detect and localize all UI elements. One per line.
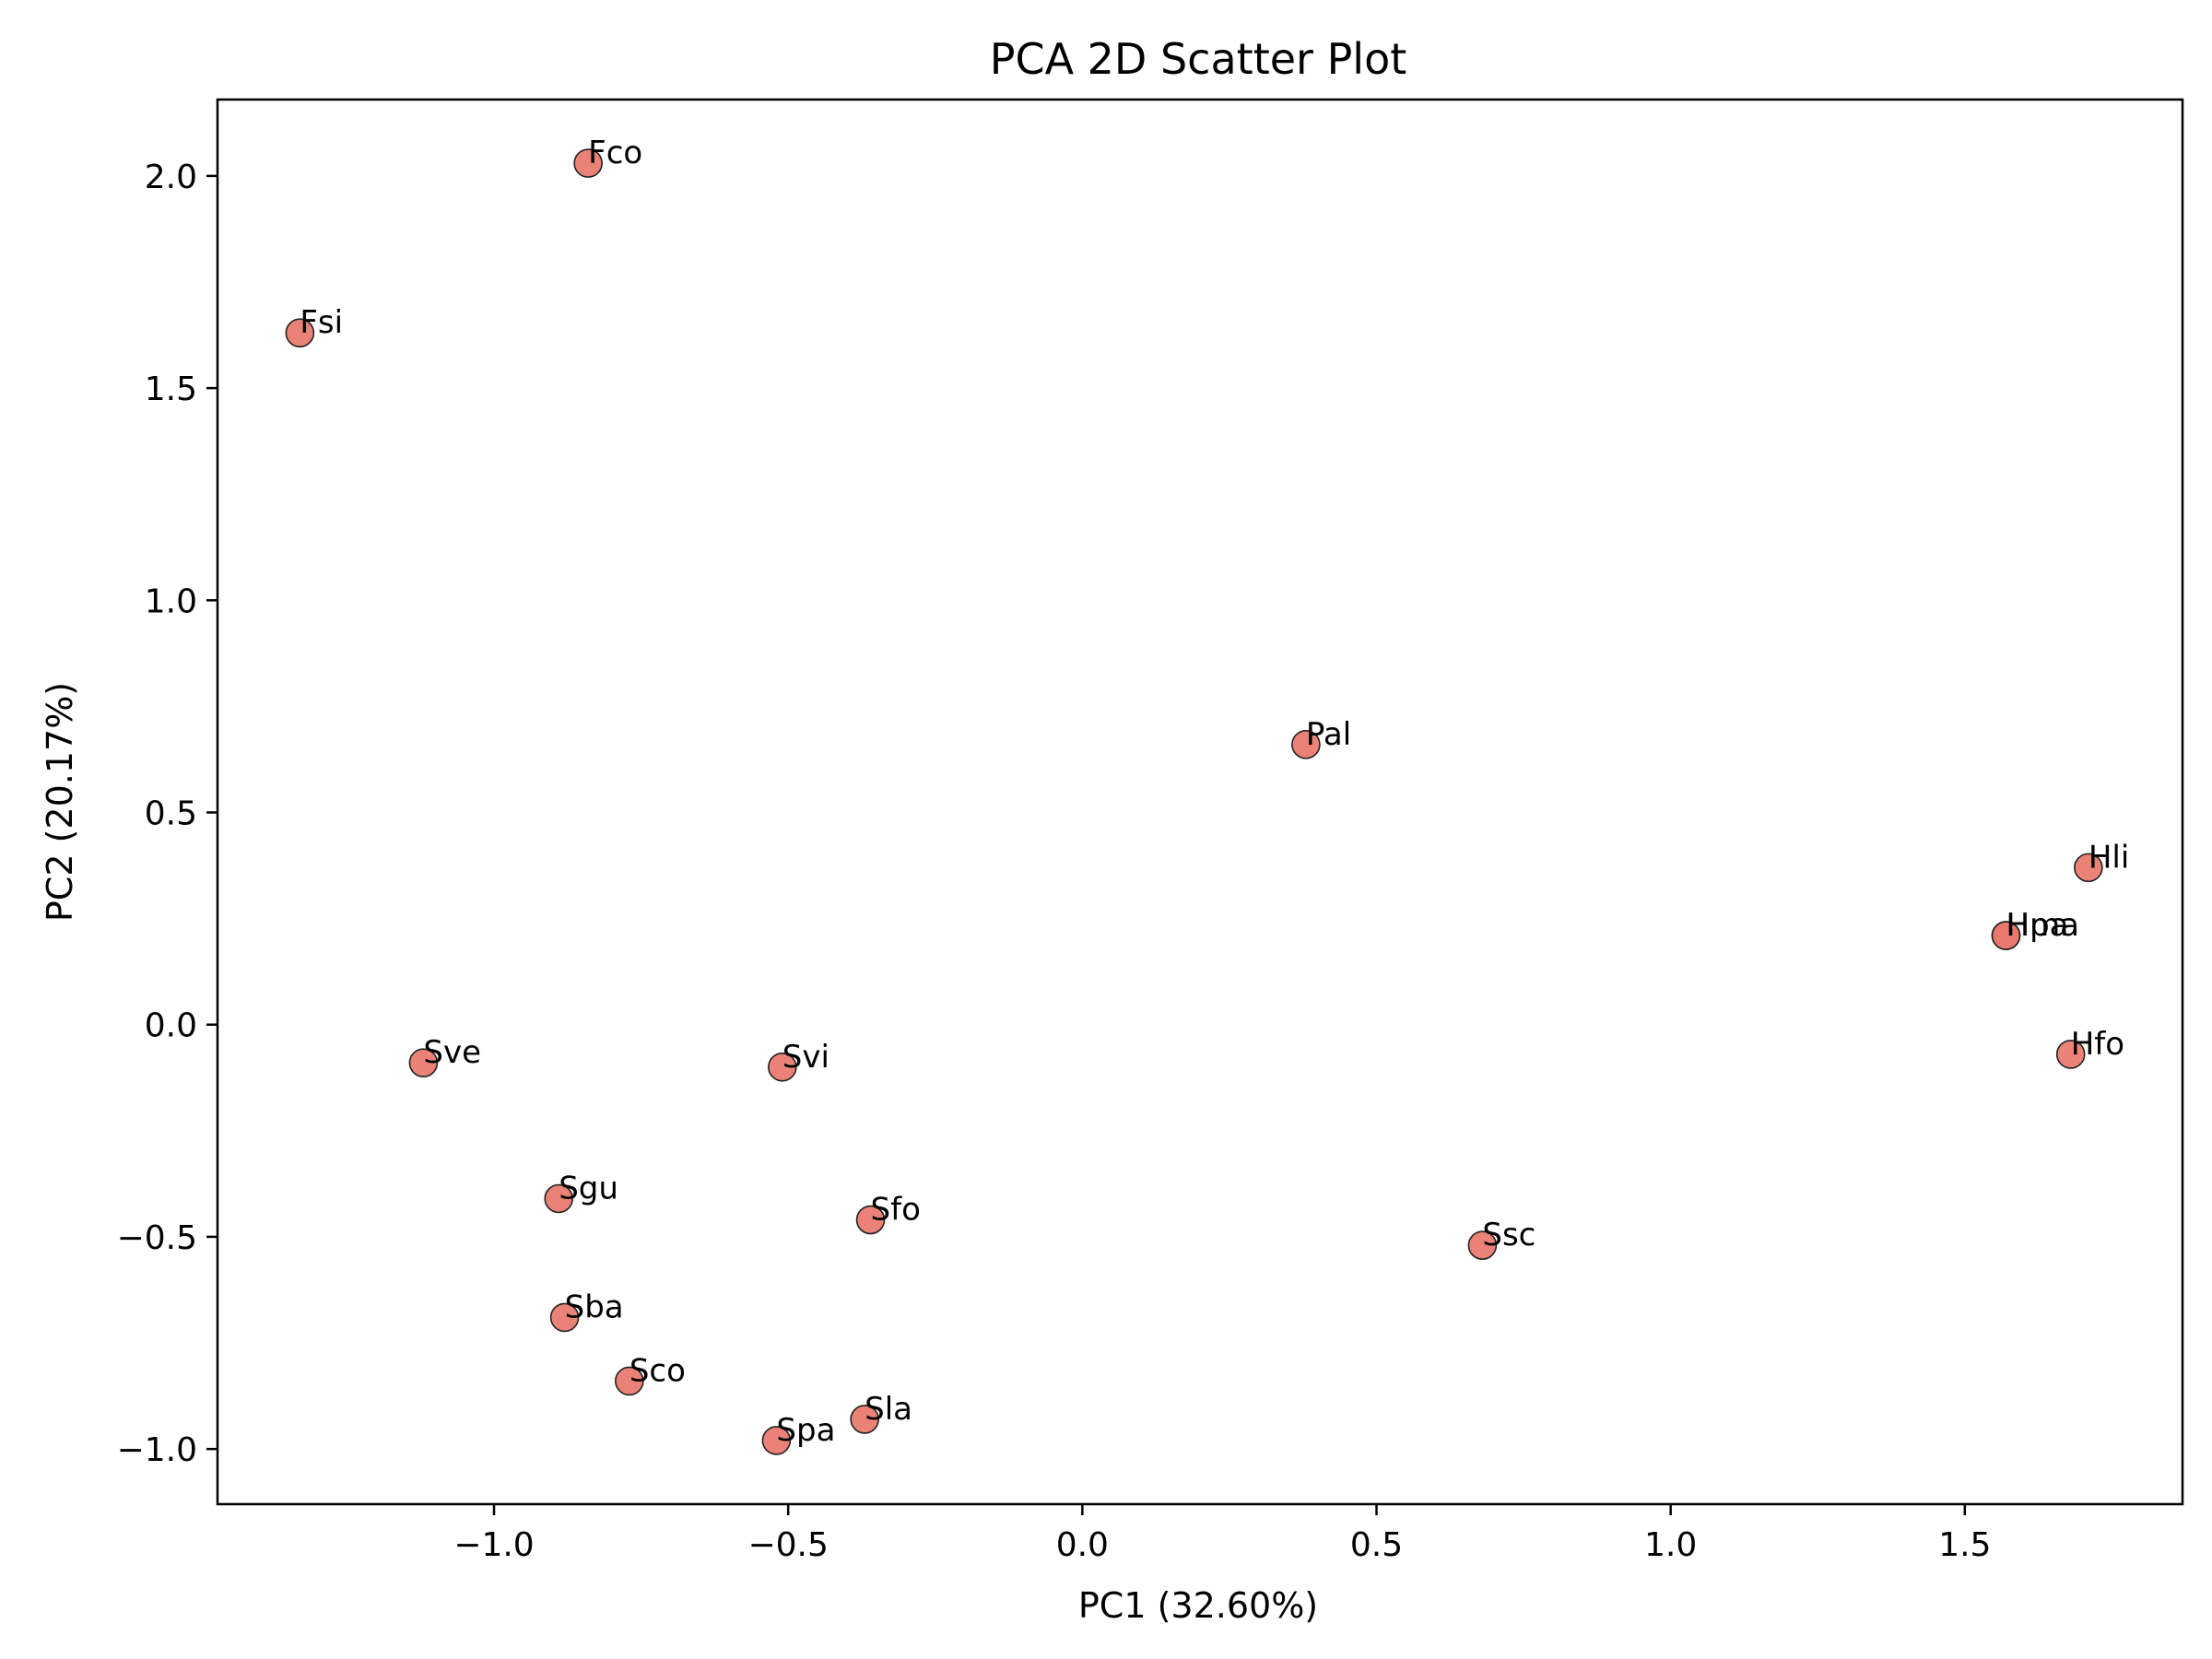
x-tick-label: −0.5 — [747, 1526, 828, 1564]
data-point-sba — [549, 1302, 580, 1333]
data-point-ssc — [1467, 1230, 1498, 1260]
x-tick-label: −1.0 — [453, 1526, 534, 1564]
data-point-fco — [573, 148, 603, 178]
y-tick-label: −1.0 — [117, 1431, 197, 1469]
data-point-hfo — [2055, 1040, 2086, 1069]
point-label-spa: Spa — [776, 1412, 835, 1449]
y-tick-label: −0.5 — [117, 1219, 197, 1257]
chart-title: PCA 2D Scatter Plot — [990, 34, 1407, 84]
data-point-sla — [850, 1405, 879, 1434]
y-tick-label: 0.0 — [145, 1007, 197, 1045]
scatter-points — [285, 148, 2103, 1455]
data-point-fsi — [285, 318, 315, 348]
data-point-hli — [2074, 853, 2103, 883]
x-axis-label: PC1 (32.60%) — [1078, 1585, 1318, 1626]
y-tick-label: 2.0 — [145, 159, 197, 196]
data-point-hpa — [1991, 921, 2021, 950]
point-label-hma: Hma — [2006, 907, 2080, 944]
data-point-sgu — [544, 1183, 574, 1214]
point-label-fco: Fco — [588, 135, 642, 171]
point-label-sba: Sba — [565, 1288, 624, 1325]
point-label-pal: Pal — [1306, 716, 1351, 753]
y-axis-label: PC2 (20.17%) — [40, 682, 80, 922]
data-point-sco — [615, 1366, 644, 1396]
plot-area-frame — [216, 98, 2184, 1506]
y-tick-label: 0.5 — [145, 795, 197, 833]
data-point-pal — [1291, 730, 1321, 759]
point-label-hpa: Hpa — [2006, 907, 2069, 944]
point-label-hfo: Hfo — [2071, 1026, 2124, 1063]
point-label-sfo: Sfo — [871, 1192, 921, 1229]
point-label-ssc: Ssc — [1482, 1217, 1535, 1253]
point-label-sve: Sve — [423, 1034, 481, 1071]
data-point-sve — [408, 1048, 439, 1077]
data-point-spa — [761, 1426, 792, 1455]
point-label-sco: Sco — [629, 1352, 686, 1389]
x-tick-label: 1.5 — [1938, 1526, 1991, 1564]
x-tick-label: 0.5 — [1350, 1526, 1403, 1564]
x-tick-label: 0.0 — [1056, 1526, 1109, 1564]
point-label-sla: Sla — [865, 1391, 912, 1428]
y-tick-label: 1.5 — [145, 371, 197, 408]
y-axis-ticks: −1.0 −0.5 0.0 0.5 1.0 1.5 2.0 — [117, 159, 218, 1469]
x-tick-label: 1.0 — [1644, 1526, 1697, 1564]
point-label-fsi: Fsi — [300, 304, 343, 341]
point-label-sgu: Sgu — [559, 1170, 618, 1206]
point-label-hli: Hli — [2088, 839, 2129, 876]
data-point-svi — [767, 1052, 797, 1082]
x-axis-ticks: −1.0 −0.5 0.0 0.5 1.0 1.5 — [453, 1504, 1991, 1564]
point-label-svi: Svi — [782, 1039, 830, 1076]
data-point-sfo — [855, 1205, 886, 1235]
y-tick-label: 1.0 — [145, 582, 197, 620]
